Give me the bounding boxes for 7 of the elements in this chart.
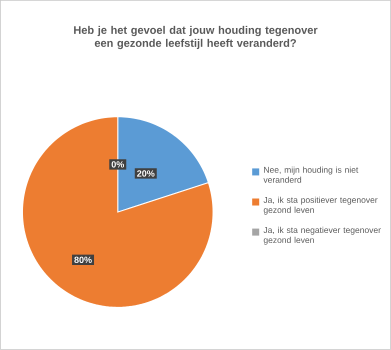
text: 0% [112, 161, 124, 168]
chart-title: Heb je het gevoel dat jouw houding tegenover een gezonde leefstijl heeft veranderd? [74, 26, 318, 50]
data-label: 20% [137, 170, 155, 177]
legend-label: Nee, mijn houding is niet veranderd [263, 166, 358, 183]
legend-label: Ja, ik sta negatiever tegenover gezond leven [264, 226, 381, 245]
legend-label: Ja, ik sta positiever tegenover gezond leven [264, 196, 378, 215]
data-label: 80% [74, 256, 92, 264]
